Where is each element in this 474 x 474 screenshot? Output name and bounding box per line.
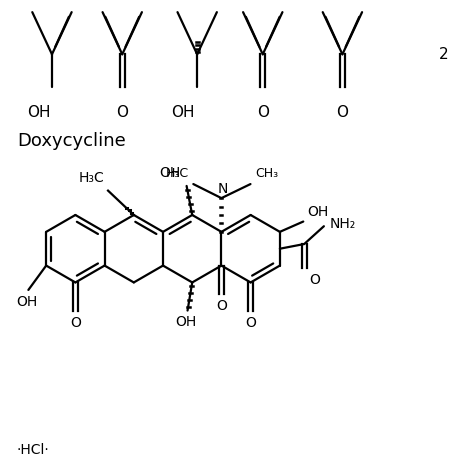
- Text: O: O: [70, 316, 81, 330]
- Text: OH: OH: [172, 105, 195, 120]
- Text: OH: OH: [307, 205, 328, 219]
- Text: O: O: [216, 299, 227, 313]
- Text: OH: OH: [160, 166, 181, 180]
- Text: O: O: [337, 105, 348, 120]
- Text: 2: 2: [438, 47, 448, 62]
- Text: CH₃: CH₃: [255, 167, 278, 180]
- Text: Doxycycline: Doxycycline: [17, 132, 126, 150]
- Text: O: O: [309, 273, 320, 287]
- Text: NH₂: NH₂: [329, 218, 356, 231]
- Text: H₃C: H₃C: [165, 167, 189, 180]
- Text: H₃C: H₃C: [79, 171, 104, 185]
- Text: O: O: [116, 105, 128, 120]
- Text: OH: OH: [175, 315, 196, 329]
- Text: ·HCl·: ·HCl·: [17, 443, 50, 457]
- Text: N: N: [217, 182, 228, 196]
- Text: OH: OH: [27, 105, 51, 120]
- Text: OH: OH: [16, 295, 37, 309]
- Text: O: O: [257, 105, 269, 120]
- Text: O: O: [245, 316, 256, 330]
